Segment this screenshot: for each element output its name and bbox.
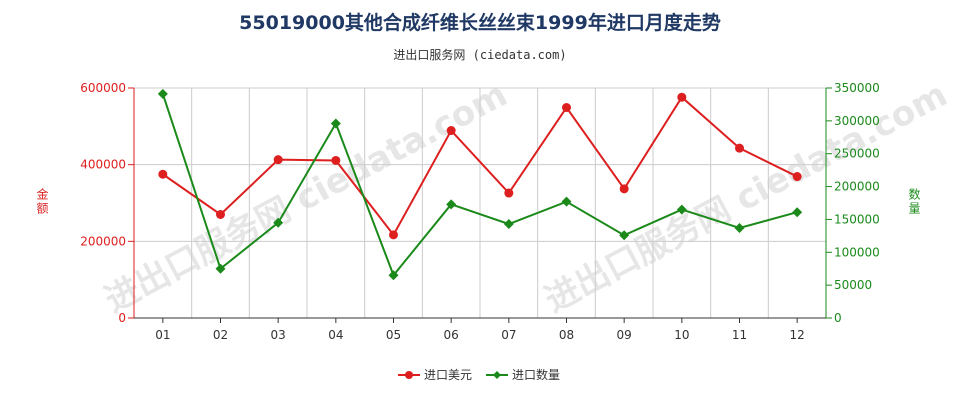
- chart-subtitle: 进出口服务网 (ciedata.com): [393, 48, 567, 62]
- data-point-amount: [792, 172, 802, 182]
- y-left-tick-label: 200000: [80, 234, 126, 248]
- data-point-quantity: [676, 204, 687, 215]
- data-point-amount: [158, 169, 168, 179]
- y-right-tick-label: 250000: [834, 147, 880, 161]
- data-point-amount: [504, 188, 514, 198]
- y-right-tick-label: 300000: [834, 114, 880, 128]
- y-right-tick-label: 150000: [834, 212, 880, 226]
- y-right-tick-label: 200000: [834, 180, 880, 194]
- data-point-amount: [331, 155, 341, 165]
- y-left-title: 金额: [35, 188, 49, 216]
- x-tick-label: 04: [328, 328, 343, 342]
- data-point-quantity: [446, 199, 457, 210]
- data-point-quantity: [734, 222, 745, 233]
- data-point-quantity: [561, 196, 572, 207]
- legend-label: 进口数量: [512, 367, 560, 382]
- chart-title: 55019000其他合成纤维长丝丝束1999年进口月度走势: [239, 12, 721, 34]
- y-left-tick-label: 600000: [80, 81, 126, 95]
- data-point-amount: [273, 155, 283, 165]
- data-point-quantity: [157, 88, 168, 99]
- x-tick-label: 09: [617, 328, 632, 342]
- series-line-left: [162, 95, 798, 237]
- data-point-quantity: [503, 219, 514, 230]
- x-tick-label: 08: [559, 328, 574, 342]
- x-tick-label: 10: [674, 328, 689, 342]
- x-tick-label: 03: [271, 328, 286, 342]
- legend-marker-amount: [405, 371, 413, 379]
- x-tick-label: 12: [790, 328, 805, 342]
- x-tick-label: 02: [213, 328, 228, 342]
- y-right-title: 数量: [907, 188, 921, 216]
- data-point-amount: [735, 143, 744, 153]
- y-left-tick-label: 0: [118, 311, 126, 325]
- series-line-right: [161, 93, 798, 278]
- y-right-tick-label: 350000: [834, 81, 880, 95]
- data-point-quantity: [273, 217, 284, 228]
- x-tick-label: 11: [732, 328, 747, 342]
- y-left-tick-label: 400000: [80, 158, 126, 172]
- data-point-amount: [562, 103, 571, 113]
- data-point-quantity: [619, 230, 630, 241]
- y-right-tick-label: 100000: [834, 245, 880, 259]
- data-point-amount: [446, 126, 456, 136]
- data-point-amount: [389, 230, 398, 240]
- y-right-tick-label: 0: [834, 311, 842, 325]
- legend-label: 进口美元: [424, 368, 472, 382]
- data-point-amount: [619, 184, 629, 194]
- x-tick-label: 05: [386, 328, 401, 342]
- legend-marker-quantity: [493, 371, 501, 379]
- data-point-quantity: [215, 263, 226, 274]
- data-point-amount: [216, 210, 225, 219]
- x-tick-label: 01: [155, 328, 170, 342]
- y-right-tick-label: 50000: [834, 278, 872, 292]
- data-point-quantity: [388, 270, 399, 281]
- data-point-amount: [677, 92, 687, 102]
- x-tick-label: 07: [501, 328, 516, 342]
- data-point-quantity: [792, 207, 803, 218]
- data-point-quantity: [330, 118, 341, 129]
- x-tick-label: 06: [444, 328, 459, 342]
